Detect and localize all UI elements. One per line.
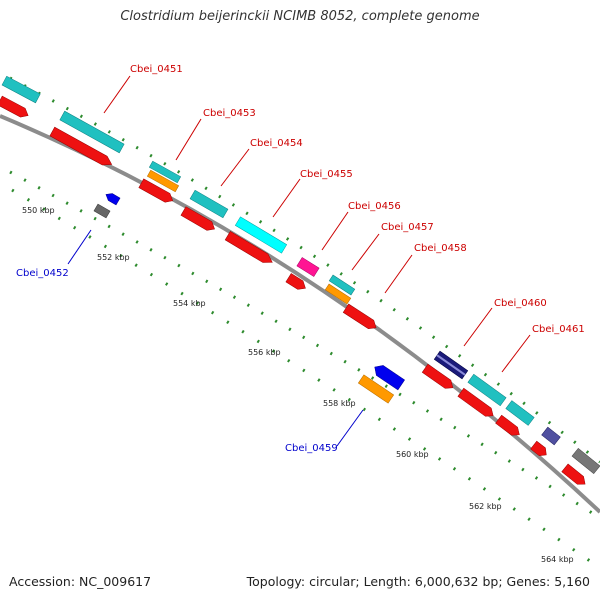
leader-cbei-0457 xyxy=(351,233,380,271)
leader-cbei-0453 xyxy=(175,118,202,161)
leader-cbei-0452 xyxy=(67,229,92,265)
gene-label-cbei-0452: Cbei_0452 xyxy=(16,268,69,279)
gene-arrow-cbei-0461 xyxy=(457,387,494,417)
position-label-560: 560 kbp xyxy=(396,450,429,459)
position-labels: 550 kbp 552 kbp 554 kbp 556 kbp 558 kbp … xyxy=(22,206,574,564)
gene-feature-cbei-0459-orange xyxy=(357,374,395,404)
gene-feature-cbei-0457-orange xyxy=(324,283,352,305)
gene-feature-cbei-0454 xyxy=(189,189,229,219)
gene-feature-cbei-0456 xyxy=(296,257,320,277)
leader-cbei-0456 xyxy=(321,211,349,251)
gene-label-cbei-0451: Cbei_0451 xyxy=(130,64,183,75)
leader-cbei-0454 xyxy=(220,148,250,187)
label-leader-lines xyxy=(67,75,531,447)
minus-strand-features xyxy=(93,193,405,404)
gene-feature-cbei-0451 xyxy=(59,110,125,154)
gene-feature-downstream-3 xyxy=(571,447,600,475)
gene-feature-cbei-0457-cyan xyxy=(328,274,356,296)
gene-arrow-cbei-0455 xyxy=(224,230,273,263)
gene-feature-cbei-0455 xyxy=(234,216,288,254)
gene-feature-downstream-2 xyxy=(541,426,561,446)
gene-arrow-cbei-0449 xyxy=(0,95,29,118)
gene-arrow-cbei-0454 xyxy=(180,206,215,231)
gene-arrow-cbei-0459 xyxy=(374,365,405,391)
gene-label-cbei-0460: Cbei_0460 xyxy=(494,298,547,309)
gene-arrow-cbei-0451 xyxy=(49,126,113,166)
leader-cbei-0460 xyxy=(463,307,493,347)
topology-text: Topology: circular; Length: 6,000,632 bp… xyxy=(246,574,590,589)
gene-label-cbei-0458: Cbei_0458 xyxy=(414,243,467,254)
gene-arrow-cbei-0453 xyxy=(138,178,174,203)
gene-feature-cbei-0449 xyxy=(1,75,41,104)
gene-feature-cbei-0452-grey xyxy=(93,203,111,219)
inner-tick-ring-1 xyxy=(9,170,600,520)
plus-strand-features xyxy=(0,75,600,485)
position-label-564: 564 kbp xyxy=(541,555,574,564)
gene-feature-downstream-1 xyxy=(505,400,535,426)
position-label-562: 562 kbp xyxy=(469,502,502,511)
gene-arrow-cbei-0456 xyxy=(285,273,306,290)
gene-arrow-cbei-0458 xyxy=(342,303,377,329)
map-title: Clostridium beijerinckii NCIMB 8052, com… xyxy=(120,9,480,24)
leader-cbei-0455 xyxy=(272,178,301,218)
gene-arrow-downstream-2 xyxy=(530,440,547,457)
gene-feature-cbei-0453-orange xyxy=(146,169,180,193)
gene-label-cbei-0453: Cbei_0453 xyxy=(203,108,256,119)
position-label-550: 550 kbp xyxy=(22,206,55,215)
gene-label-cbei-0459: Cbei_0459 xyxy=(285,443,338,454)
position-label-552: 552 kbp xyxy=(97,253,130,262)
position-label-558: 558 kbp xyxy=(323,399,356,408)
gene-arrow-cbei-0460 xyxy=(421,363,454,389)
gene-feature-cbei-0461 xyxy=(467,373,507,407)
leader-cbei-0458 xyxy=(384,254,413,294)
gene-label-cbei-0461: Cbei_0461 xyxy=(532,324,585,335)
gene-label-cbei-0457: Cbei_0457 xyxy=(381,222,434,233)
gene-arrow-downstream-3 xyxy=(561,463,586,485)
gene-label-cbei-0455: Cbei_0455 xyxy=(300,169,353,180)
gene-arrow-cbei-0452 xyxy=(105,193,121,206)
position-label-556: 556 kbp xyxy=(248,348,281,357)
leader-cbei-0451 xyxy=(103,75,131,114)
leader-cbei-0459 xyxy=(336,409,364,447)
gene-arrow-downstream-1 xyxy=(495,414,520,436)
gene-label-cbei-0454: Cbei_0454 xyxy=(250,138,303,149)
gene-feature-cbei-0460 xyxy=(433,350,469,380)
inner-tick-ring-2 xyxy=(11,188,600,570)
accession-text: Accession: NC_009617 xyxy=(9,574,152,589)
gene-label-cbei-0456: Cbei_0456 xyxy=(348,201,401,212)
gene-feature-cbei-0453-cyan xyxy=(148,160,182,184)
position-label-554: 554 kbp xyxy=(173,299,206,308)
gene-labels: Cbei_0451 Cbei_0452 Cbei_0453 Cbei_0454 … xyxy=(16,64,585,454)
leader-cbei-0461 xyxy=(501,334,531,373)
